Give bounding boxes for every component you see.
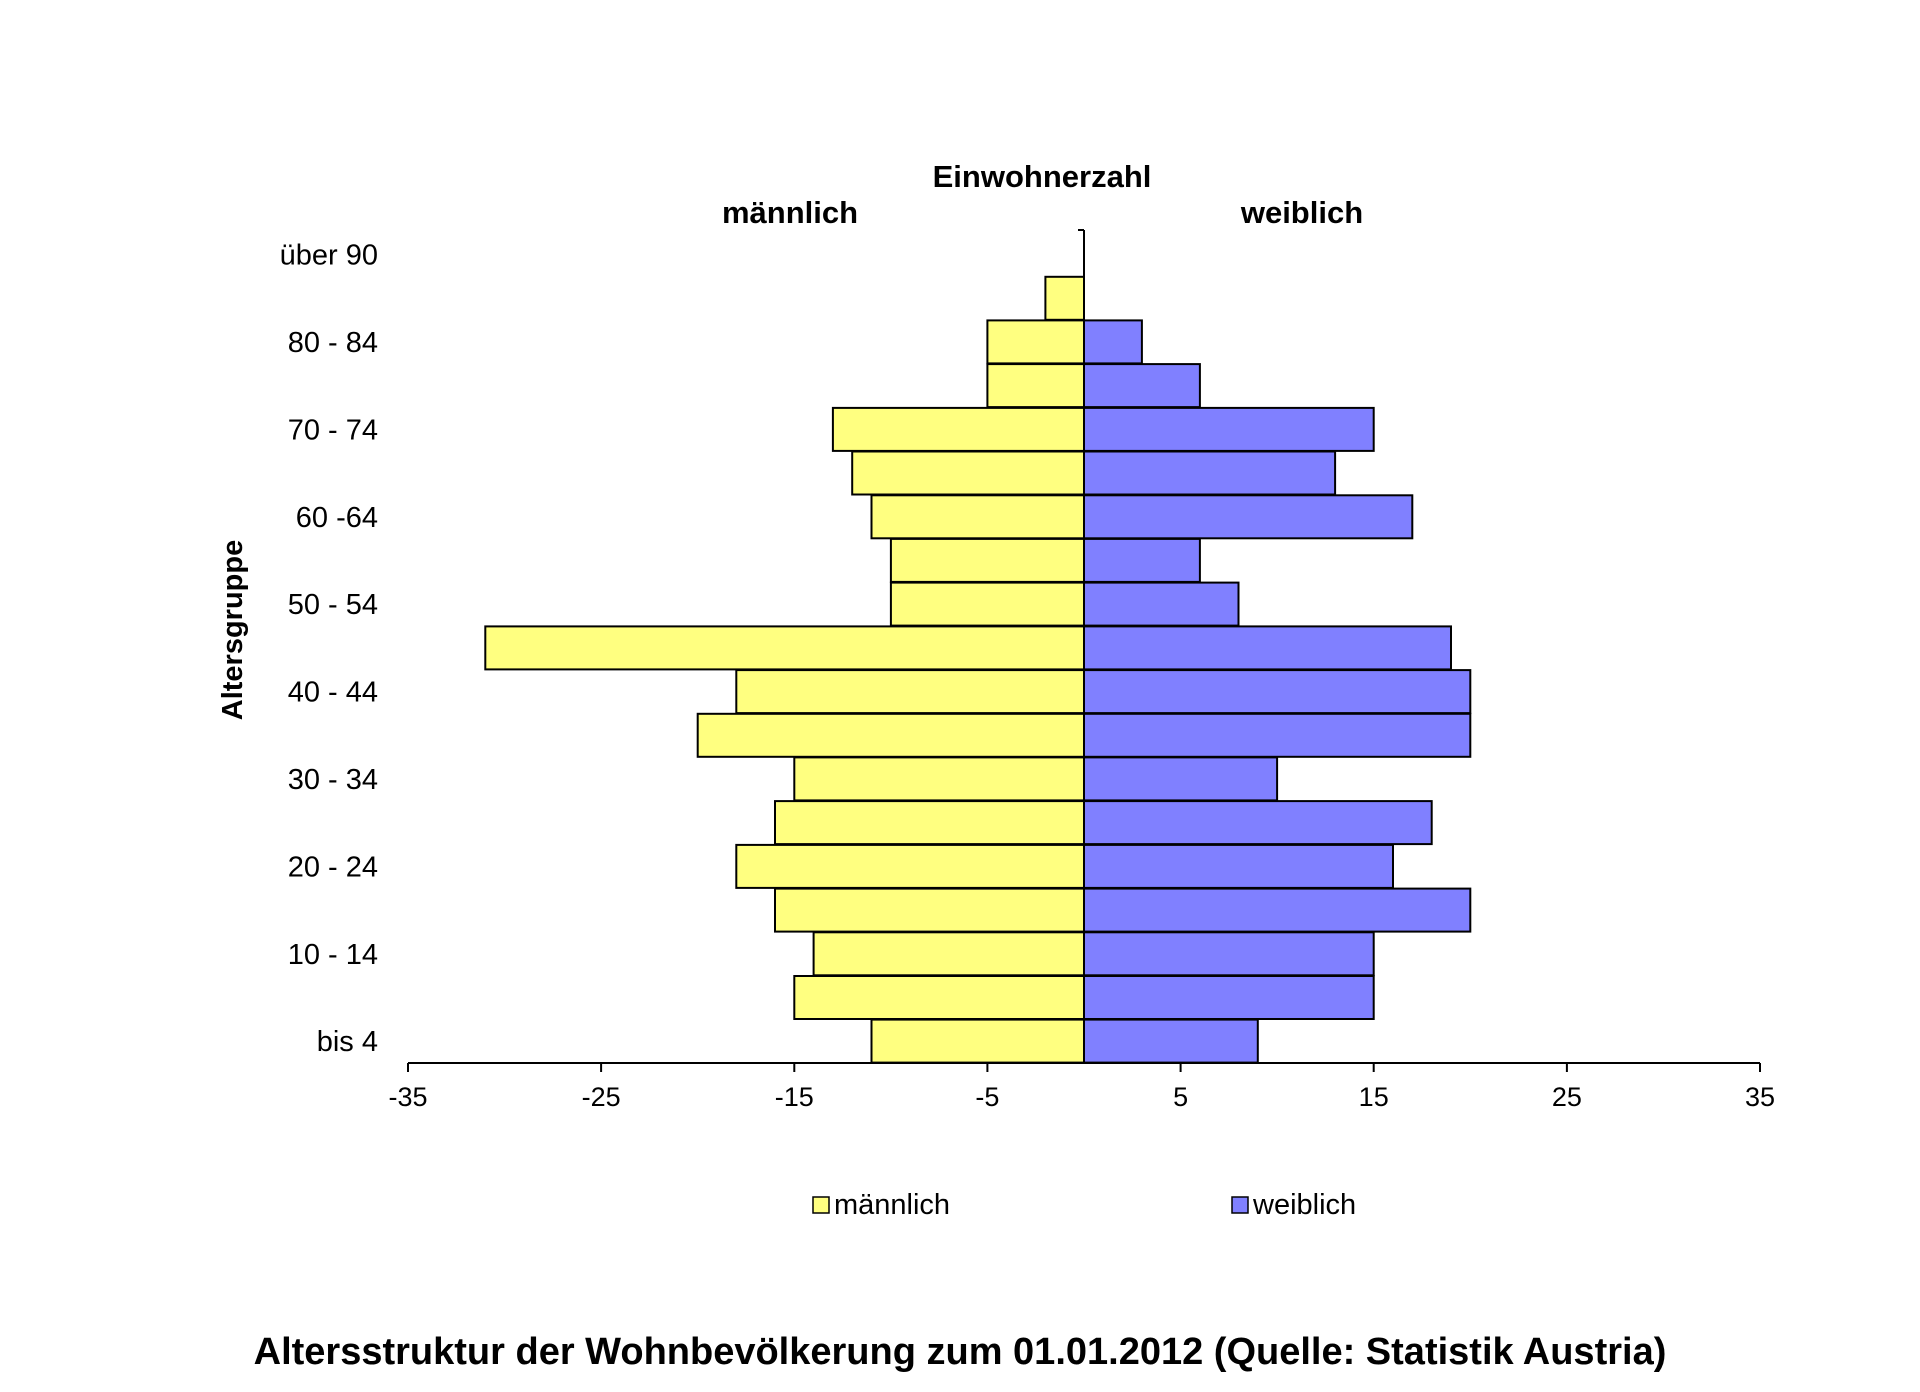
- bar-female-5: [1083, 800, 1433, 846]
- x-tick-label-0: -35: [388, 1082, 427, 1112]
- bar-male-6: [793, 756, 1085, 802]
- x-tick-label-1: -25: [582, 1082, 621, 1112]
- bar-female-14: [1083, 406, 1375, 452]
- legend-label-male: männlich: [834, 1189, 950, 1221]
- bar-female-6: [1083, 756, 1279, 802]
- bar-female-3: [1083, 887, 1472, 933]
- bar-female-0: [1083, 1018, 1259, 1064]
- category-label-6: 30 - 34: [288, 764, 378, 796]
- bar-male-1: [793, 975, 1085, 1020]
- figure-caption: Altersstruktur der Wohnbevölkerung zum 0…: [254, 1331, 1667, 1373]
- bar-female-2: [1083, 931, 1375, 977]
- bar-female-13: [1083, 450, 1337, 496]
- bar-male-12: [870, 494, 1085, 540]
- category-label-4: 20 - 24: [288, 851, 378, 883]
- bar-female-8: [1083, 669, 1472, 715]
- category-label-8: 40 - 44: [288, 677, 378, 709]
- category-labels: bis 4 10 - 14 20 - 24 30 - 34 40 - 44 50 - 54…: [280, 240, 378, 1059]
- y-axis-title: Altersgruppe: [217, 540, 249, 720]
- category-label-12: 60 -64: [296, 502, 378, 534]
- x-tick-label-3: -5: [975, 1082, 999, 1112]
- category-label-14: 70 - 74: [288, 414, 378, 446]
- bar-female-4: [1083, 843, 1394, 889]
- x-tick-label-5: 15: [1359, 1082, 1389, 1112]
- bar-female-9: [1083, 625, 1452, 671]
- legend-swatch-male: [812, 1196, 830, 1214]
- chart-title: Einwohnerzahl: [933, 159, 1152, 194]
- bar-male-17: [1044, 275, 1086, 321]
- axes-group: [407, 229, 1761, 1072]
- bar-male-8: [735, 669, 1085, 715]
- x-tick-label-2: -15: [775, 1082, 814, 1112]
- bar-male-11: [889, 537, 1086, 583]
- bar-female-7: [1083, 712, 1472, 758]
- bar-male-3: [774, 887, 1085, 933]
- bar-male-13: [851, 450, 1086, 496]
- x-tick-label-4: 5: [1173, 1082, 1188, 1112]
- bar-male-14: [831, 406, 1086, 452]
- bar-male-0: [870, 1018, 1085, 1064]
- bar-male-5: [774, 800, 1085, 846]
- female-side-label: weiblich: [1240, 195, 1363, 230]
- category-label-10: 50 - 54: [288, 589, 378, 621]
- bar-male-9: [484, 625, 1085, 671]
- bar-female-15: [1083, 363, 1201, 409]
- legend: männlich weiblich: [812, 1189, 1356, 1221]
- bar-male-4: [735, 843, 1085, 889]
- x-tick-label-6: 25: [1552, 1082, 1582, 1112]
- bar-male-16: [986, 319, 1086, 365]
- category-label-0: bis 4: [317, 1026, 378, 1058]
- category-label-2: 10 - 14: [288, 939, 378, 971]
- x-tick-label-7: 35: [1745, 1082, 1775, 1112]
- category-label-18: über 90: [280, 240, 378, 272]
- bar-female-12: [1083, 494, 1414, 540]
- bar-female-11: [1083, 537, 1201, 583]
- bar-male-10: [889, 581, 1086, 627]
- male-side-label: männlich: [722, 195, 858, 230]
- x-tick-labels: -35 -25 -15 -5 5 15 25 35: [388, 1082, 1775, 1112]
- bars-group: [484, 275, 1472, 1064]
- bar-male-15: [986, 363, 1086, 409]
- bar-female-10: [1083, 581, 1240, 627]
- bar-female-16: [1083, 319, 1143, 365]
- legend-swatch-female: [1231, 1196, 1249, 1214]
- bar-female-1: [1083, 975, 1375, 1020]
- category-label-16: 80 - 84: [288, 327, 378, 359]
- bar-male-2: [812, 931, 1085, 977]
- bar-male-7: [696, 712, 1085, 758]
- legend-label-female: weiblich: [1252, 1189, 1356, 1221]
